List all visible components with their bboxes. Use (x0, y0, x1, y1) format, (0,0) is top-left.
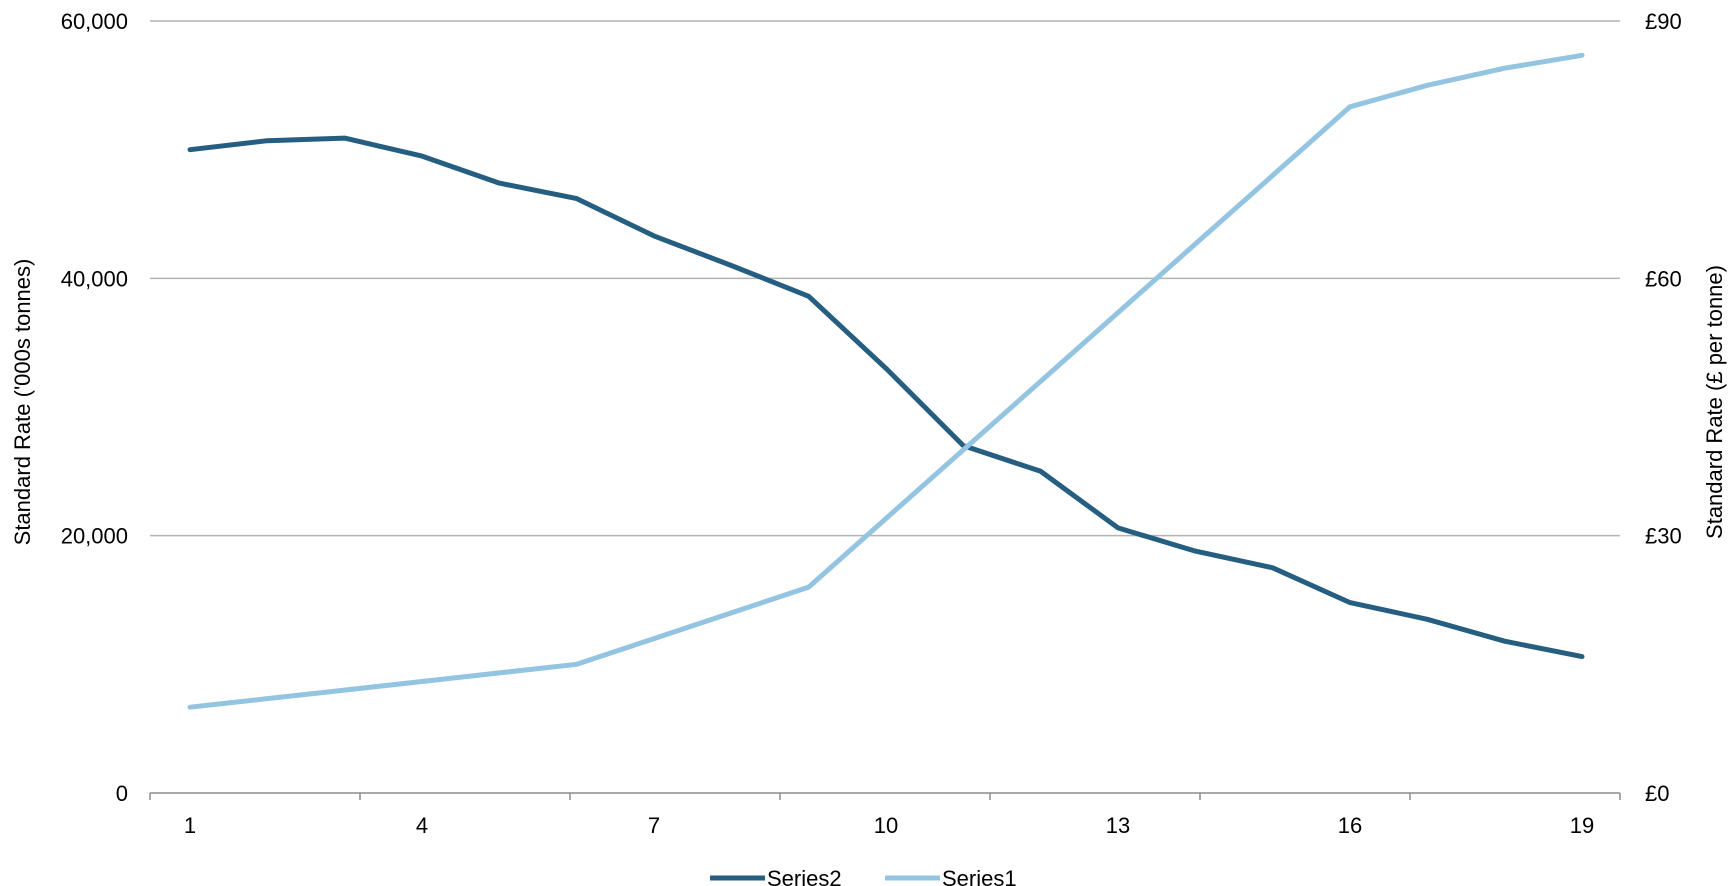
series-line-series2 (187, 135, 1585, 660)
legend-label: Series2 (767, 866, 842, 886)
legend: Series2 Series1 (710, 866, 1017, 886)
series-line-series1 (187, 52, 1585, 710)
gridlines (150, 20, 1620, 537)
x-tick-label: 16 (1338, 813, 1362, 838)
left-tick-label: 40,000 (61, 266, 128, 291)
series-lines (187, 52, 1585, 710)
right-tick-label: £60 (1645, 266, 1682, 291)
legend-item-series1: Series1 (885, 866, 1017, 886)
legend-item-series2: Series2 (710, 866, 842, 886)
right-tick-label: £30 (1645, 524, 1682, 549)
x-tick-label: 1 (184, 813, 196, 838)
left-tick-label: 20,000 (61, 524, 128, 549)
right-axis-title: Standard Rate (£ per tonne) (1702, 265, 1727, 539)
x-tick-label: 19 (1570, 813, 1594, 838)
x-tick-label: 7 (648, 813, 660, 838)
x-tick-label: 13 (1106, 813, 1130, 838)
right-tick-label: £0 (1645, 781, 1669, 806)
left-tick-label: 60,000 (61, 9, 128, 34)
left-axis-title: Standard Rate ('000s tonnes) (10, 259, 35, 546)
left-axis-ticks: 0 20,000 40,000 60,000 (61, 9, 128, 806)
left-tick-label: 0 (116, 781, 128, 806)
x-axis-ticks: 1 4 7 10 13 16 19 (184, 813, 1594, 838)
legend-label: Series1 (942, 866, 1017, 886)
x-tick-label: 4 (416, 813, 428, 838)
right-axis-ticks: £0 £30 £60 £90 (1645, 9, 1682, 806)
x-tick-label: 10 (874, 813, 898, 838)
axes (149, 792, 1621, 800)
right-tick-label: £90 (1645, 9, 1682, 34)
